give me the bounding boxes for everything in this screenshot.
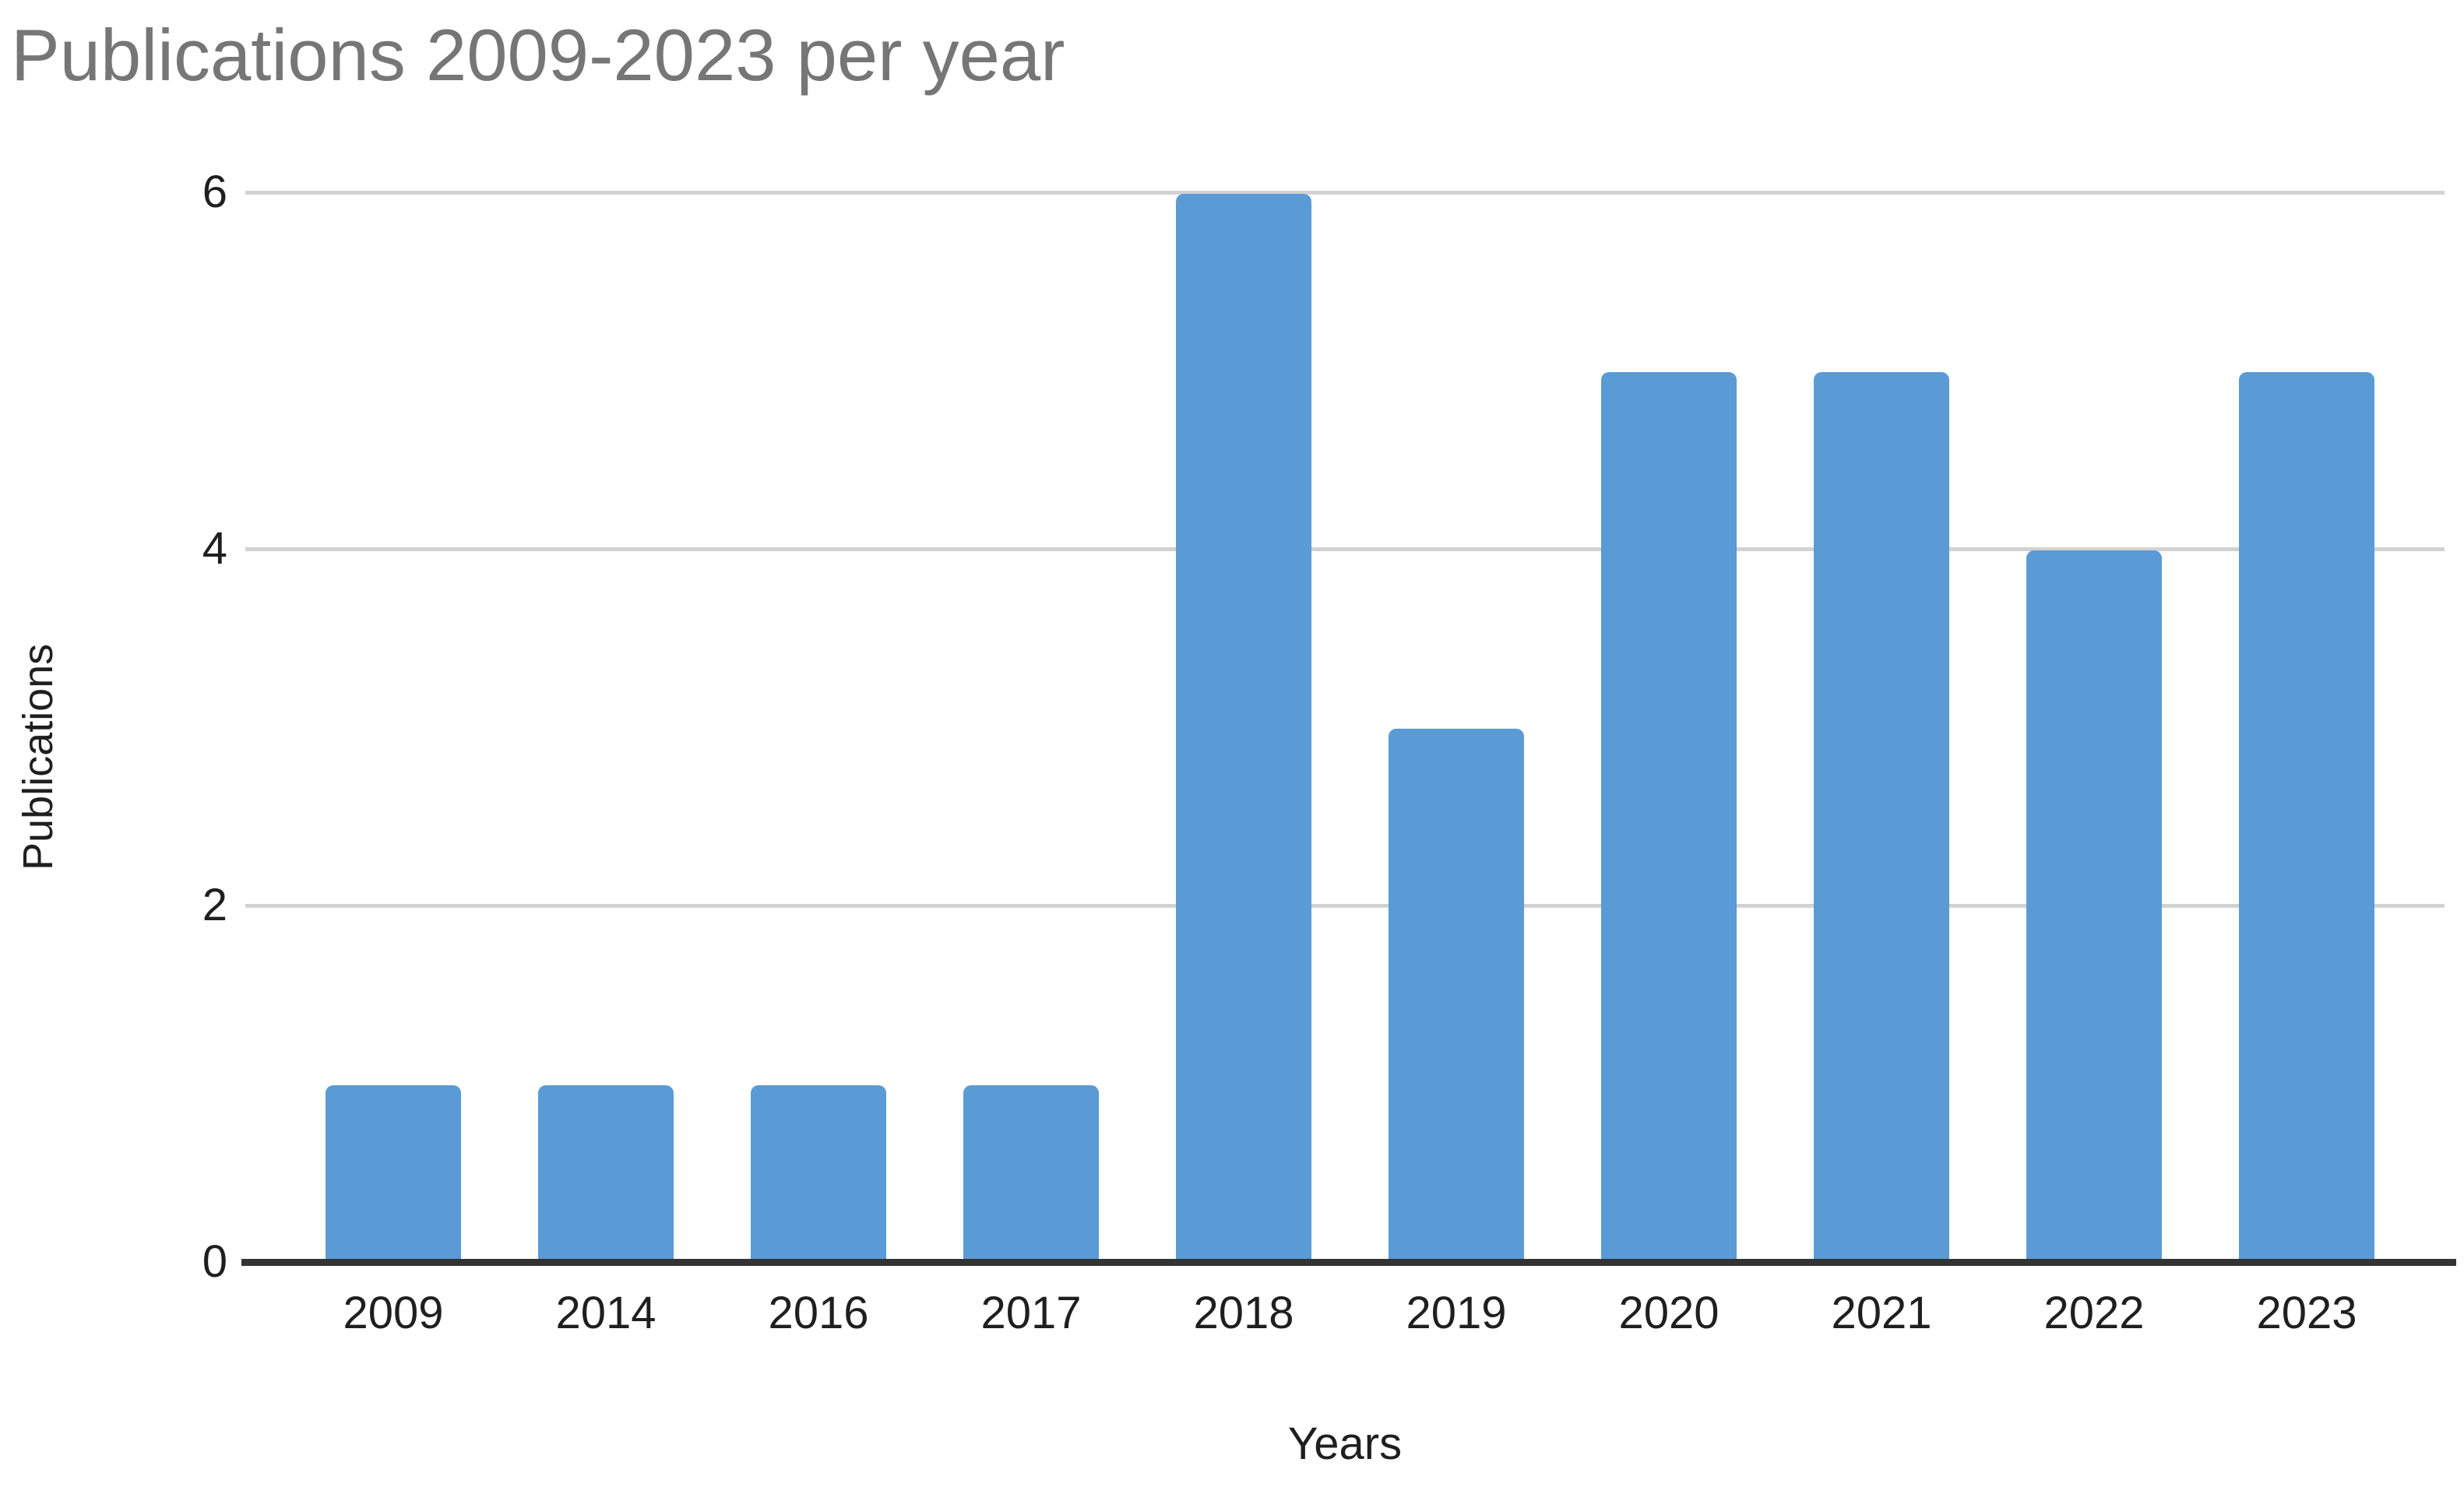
y-tick-2: 2: [202, 880, 227, 930]
bar-2017: [963, 1085, 1099, 1262]
bar-2019: [1389, 729, 1524, 1262]
bar-2014: [538, 1085, 674, 1262]
gridline-6: [245, 191, 2445, 195]
bar-2023: [2239, 372, 2374, 1262]
x-axis-line: [241, 1259, 2456, 1266]
bar-2022: [2026, 550, 2162, 1262]
x-tick-2014: 2014: [555, 1288, 656, 1338]
x-tick-2016: 2016: [768, 1288, 869, 1338]
bar-2016: [751, 1085, 886, 1262]
x-tick-2021: 2021: [1831, 1288, 1932, 1338]
x-tick-2017: 2017: [980, 1288, 1082, 1338]
plot-area: [245, 191, 2445, 1262]
y-tick-0: 0: [202, 1236, 227, 1287]
y-tick-4: 4: [202, 523, 227, 574]
gridline-4: [245, 547, 2445, 551]
y-axis-title: Publications: [15, 643, 62, 870]
x-axis-title: Years: [1287, 1418, 1403, 1469]
bar-2020: [1601, 372, 1737, 1262]
x-tick-2018: 2018: [1193, 1288, 1294, 1338]
x-tick-2022: 2022: [2043, 1288, 2145, 1338]
bar-2009: [326, 1085, 461, 1262]
x-tick-2019: 2019: [1406, 1288, 1507, 1338]
x-tick-2023: 2023: [2256, 1288, 2357, 1338]
y-tick-6: 6: [202, 167, 227, 217]
gridline-2: [245, 904, 2445, 908]
x-tick-2009: 2009: [343, 1288, 444, 1338]
chart-title: Publications 2009-2023 per year: [11, 14, 1065, 96]
x-tick-2020: 2020: [1618, 1288, 1720, 1338]
bar-2018: [1176, 194, 1311, 1262]
bar-2021: [1814, 372, 1949, 1262]
